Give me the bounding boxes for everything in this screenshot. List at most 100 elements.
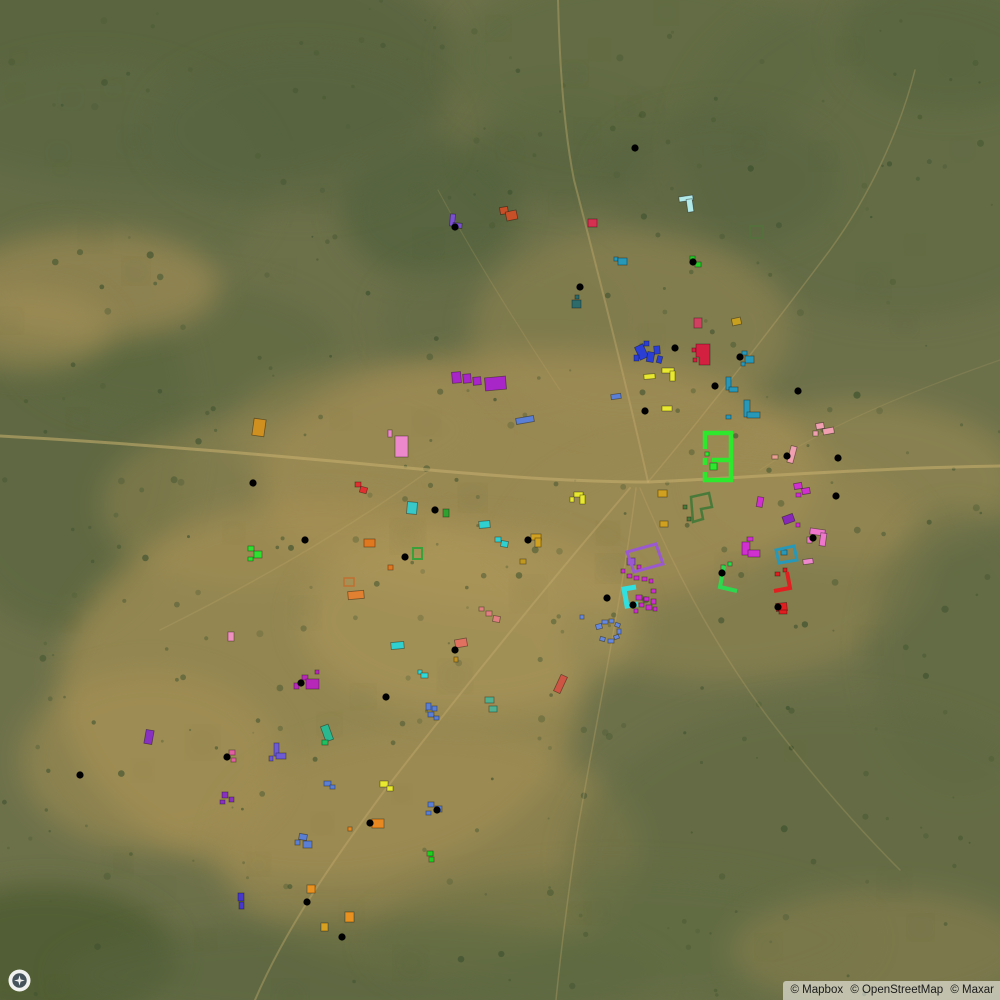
- building-footprint[interactable]: [386, 785, 394, 792]
- building-footprint[interactable]: [427, 801, 435, 808]
- building-footprint[interactable]: [650, 588, 657, 594]
- building-footprint[interactable]: [573, 491, 584, 498]
- building-footprint[interactable]: [347, 826, 353, 832]
- building-footprint[interactable]: [725, 414, 732, 420]
- building-footprint[interactable]: [293, 682, 300, 690]
- building-footprint[interactable]: [228, 749, 236, 756]
- building-footprint[interactable]: [275, 752, 287, 760]
- building-footprint[interactable]: [228, 796, 235, 803]
- poi-marker[interactable]: [433, 806, 441, 814]
- building-footprint[interactable]: [301, 674, 309, 681]
- building-footprint[interactable]: [417, 669, 423, 675]
- compound-wall-outline[interactable]: [773, 571, 793, 593]
- building-footprint[interactable]: [494, 536, 502, 543]
- poi-marker[interactable]: [249, 479, 257, 487]
- building-footprint[interactable]: [253, 550, 263, 559]
- building-footprint[interactable]: [462, 373, 472, 384]
- poi-marker[interactable]: [809, 534, 817, 542]
- building-footprint[interactable]: [744, 355, 755, 364]
- building-footprint[interactable]: [610, 392, 622, 401]
- building-footprint[interactable]: [686, 516, 692, 522]
- building-footprint[interactable]: [329, 784, 336, 790]
- building-footprint[interactable]: [633, 354, 640, 362]
- poi-marker[interactable]: [794, 387, 802, 395]
- compound-wall-outline[interactable]: [412, 547, 423, 560]
- building-footprint[interactable]: [387, 429, 393, 438]
- building-footprint[interactable]: [579, 614, 585, 620]
- compound-wall-outline[interactable]: [749, 225, 764, 239]
- building-footprint[interactable]: [655, 354, 664, 365]
- building-footprint[interactable]: [347, 589, 365, 601]
- building-footprint[interactable]: [571, 299, 582, 309]
- building-footprint[interactable]: [692, 357, 698, 363]
- poi-marker[interactable]: [451, 646, 459, 654]
- attribution-link-openstreetmap[interactable]: © OpenStreetMap: [850, 984, 944, 996]
- building-footprint[interactable]: [305, 678, 320, 690]
- poi-marker[interactable]: [524, 536, 532, 544]
- building-footprint[interactable]: [771, 454, 779, 460]
- building-footprint[interactable]: [420, 672, 429, 679]
- building-footprint[interactable]: [478, 520, 491, 529]
- building-footprint[interactable]: [693, 317, 703, 329]
- poi-marker[interactable]: [382, 693, 390, 701]
- building-footprint[interactable]: [406, 501, 418, 515]
- poi-marker[interactable]: [641, 407, 649, 415]
- compound-wall-outline[interactable]: [625, 542, 665, 574]
- building-footprint[interactable]: [321, 739, 329, 746]
- poi-marker[interactable]: [783, 452, 791, 460]
- building-footprint[interactable]: [747, 549, 761, 558]
- building-footprint[interactable]: [643, 596, 650, 602]
- building-footprint[interactable]: [730, 316, 743, 327]
- building-footprint[interactable]: [645, 351, 656, 363]
- poi-marker[interactable]: [338, 933, 346, 941]
- building-footprint[interactable]: [661, 367, 675, 374]
- building-footprint[interactable]: [306, 884, 316, 894]
- building-footprint[interactable]: [746, 536, 754, 542]
- building-footprint[interactable]: [613, 256, 619, 262]
- building-footprint[interactable]: [425, 702, 432, 711]
- poi-marker[interactable]: [689, 258, 697, 266]
- building-footprint[interactable]: [379, 780, 389, 788]
- building-footprint[interactable]: [633, 608, 639, 614]
- building-footprint[interactable]: [251, 417, 267, 438]
- building-footprint[interactable]: [323, 780, 332, 787]
- building-footprint[interactable]: [727, 561, 733, 567]
- building-footprint[interactable]: [478, 606, 485, 612]
- building-footprint[interactable]: [781, 512, 796, 526]
- building-footprint[interactable]: [320, 922, 329, 932]
- poi-marker[interactable]: [431, 506, 439, 514]
- building-footprint[interactable]: [685, 198, 695, 213]
- building-footprint[interactable]: [740, 361, 746, 367]
- building-footprint[interactable]: [802, 557, 814, 566]
- building-footprint[interactable]: [818, 532, 828, 547]
- building-footprint[interactable]: [657, 489, 668, 498]
- building-footprint[interactable]: [247, 545, 255, 552]
- building-footprint[interactable]: [648, 578, 654, 584]
- building-footprint[interactable]: [574, 294, 580, 300]
- building-footprint[interactable]: [587, 218, 598, 228]
- building-footprint[interactable]: [237, 892, 245, 902]
- building-footprint[interactable]: [579, 494, 586, 505]
- poi-marker[interactable]: [401, 553, 409, 561]
- building-footprint[interactable]: [795, 522, 801, 528]
- building-footprint[interactable]: [569, 496, 575, 503]
- poi-marker[interactable]: [603, 594, 611, 602]
- building-footprint[interactable]: [728, 386, 739, 393]
- building-footprint[interactable]: [659, 520, 669, 528]
- building-footprint[interactable]: [552, 673, 569, 695]
- building-footprint[interactable]: [617, 257, 628, 266]
- building-footprint[interactable]: [426, 850, 434, 857]
- building-footprint[interactable]: [371, 818, 385, 829]
- poi-marker[interactable]: [834, 454, 842, 462]
- building-footprint[interactable]: [143, 728, 155, 746]
- poi-marker[interactable]: [297, 679, 305, 687]
- building-footprint[interactable]: [607, 638, 615, 644]
- building-footprint[interactable]: [433, 715, 440, 721]
- building-footprint[interactable]: [515, 415, 535, 425]
- building-footprint[interactable]: [815, 421, 825, 431]
- building-footprint[interactable]: [428, 856, 435, 863]
- building-footprint[interactable]: [633, 575, 640, 581]
- building-footprint[interactable]: [650, 598, 657, 605]
- building-footprint[interactable]: [812, 430, 819, 437]
